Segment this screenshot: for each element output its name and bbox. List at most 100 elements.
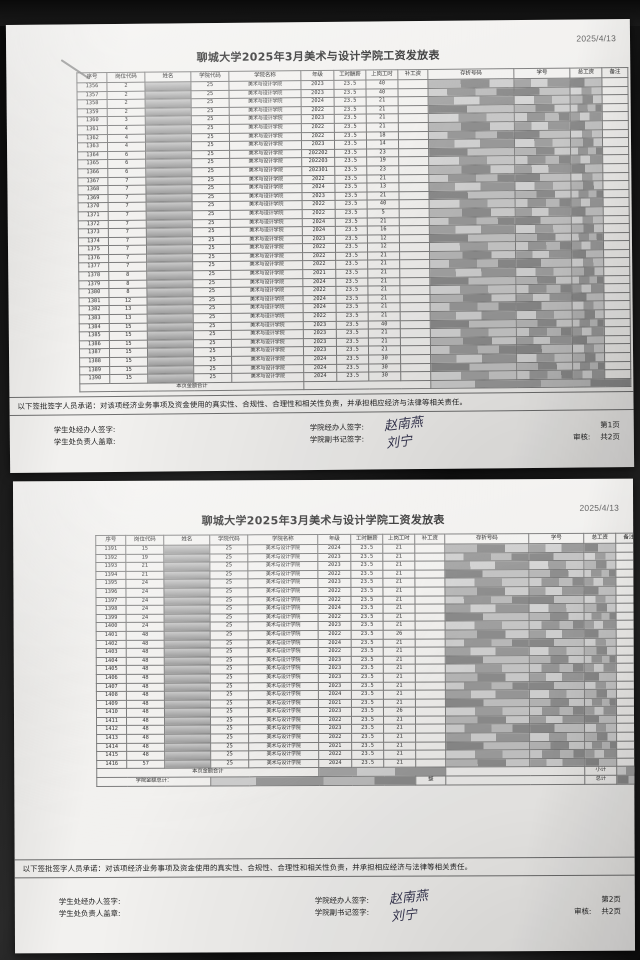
cell-student-id [528, 586, 584, 596]
redaction-block [529, 561, 584, 569]
college-total-label: 学院金额总计： [96, 777, 211, 787]
redaction-block [429, 173, 515, 183]
cell-hourly-rate: 23.5 [351, 681, 384, 691]
cell-serial: 1380 [78, 288, 109, 298]
redaction-block [147, 271, 193, 280]
cell-student-id [529, 715, 585, 725]
cell-grade: 2022 [318, 613, 352, 622]
cell-total-pay [570, 180, 603, 190]
redaction-block [445, 664, 529, 673]
college-deputy-secretary-label: 学院副书记签字: [309, 434, 365, 445]
redaction-block [529, 681, 584, 690]
redaction-block [164, 588, 210, 597]
redaction-block [571, 198, 603, 207]
cell-total-pay [571, 258, 604, 268]
redaction-block [146, 159, 192, 168]
cell-total-pay [570, 129, 603, 139]
cell-post-code: 7 [108, 211, 147, 221]
cell-serial: 1402 [96, 639, 127, 649]
cell-serial: 1385 [79, 331, 110, 341]
cell-grade: 2023 [300, 88, 335, 98]
redaction-block [529, 672, 584, 681]
cell-college-code: 25 [193, 339, 232, 349]
redaction-block [572, 284, 604, 293]
cell-college-name: 美术与设计学院 [248, 613, 319, 623]
redaction-block [529, 646, 584, 655]
redaction-block [529, 569, 584, 578]
cell-total-pay [570, 137, 603, 147]
cell-hourly-rate: 23.5 [334, 191, 368, 201]
col-remark-2: 备注 [615, 533, 636, 544]
cell-hourly-rate: 23.5 [334, 97, 367, 107]
cell-makeup-pay [400, 371, 431, 381]
cell-remark [602, 154, 629, 164]
cell-makeup-pay [399, 234, 430, 244]
cell-college-name: 美术与设计学院 [248, 742, 319, 752]
student-office-seal-label: 学生处负责人盖章: [53, 436, 116, 447]
cell-post-code: 24 [126, 613, 165, 623]
cell-name [163, 562, 210, 571]
cell-worked-hours: 18 [366, 131, 399, 141]
cell-serial: 1383 [79, 314, 110, 324]
cell-makeup-pay [415, 698, 446, 708]
cell-student-id [529, 646, 585, 656]
redaction-block [516, 293, 572, 302]
col-serial-2: 序号 [95, 535, 126, 546]
redaction-block [428, 87, 514, 97]
cell-grade: 2022 [302, 286, 336, 296]
cell-grade: 2023 [318, 656, 352, 665]
redaction-block [572, 275, 604, 284]
redaction-block [515, 207, 571, 216]
cell-serial: 1411 [96, 717, 127, 726]
redaction-block [164, 562, 210, 571]
redaction-block [516, 319, 572, 328]
cell-serial: 1377 [78, 262, 109, 272]
redaction-block [584, 543, 616, 552]
cell-grade: 2023 [303, 329, 337, 339]
cell-makeup-pay [397, 79, 428, 89]
cell-hourly-rate: 23.5 [334, 148, 367, 158]
col-post-code: 岗位代码 [106, 72, 145, 83]
redaction-block [571, 190, 603, 198]
redaction-block [571, 215, 603, 224]
cell-remark [616, 714, 636, 724]
redaction-block [584, 629, 616, 638]
redaction-block [146, 211, 192, 220]
payroll-table-page-2[interactable]: 序号 岗位代码 姓名 学院代码 学院名称 年级 工时酬薪 上岗工时 补工资 存折… [95, 533, 636, 787]
page-title: 聊城大学2025年3月美术与设计学院工资发放表 [196, 48, 440, 65]
cell-makeup-pay [398, 165, 429, 175]
redaction-block [515, 173, 571, 182]
cell-worked-hours: 21 [383, 612, 416, 622]
cell-grade: 2024 [302, 278, 336, 287]
payroll-table[interactable]: 序号 岗位代码 姓名 学院代码 学院名称 年级 工时酬薪 上岗工时 补工资 存折… [76, 67, 631, 393]
cell-college-name: 美术与设计学院 [248, 673, 319, 683]
cell-grade: 2024 [318, 638, 352, 648]
cell-grade: 2021 [302, 269, 336, 279]
cell-remark [603, 215, 630, 224]
cell-remark [604, 300, 631, 310]
redaction-block [445, 621, 529, 630]
redaction-block [584, 698, 616, 707]
redaction-block [430, 345, 517, 354]
cell-grade: 2024 [303, 355, 337, 365]
cell-name [164, 622, 211, 632]
redaction-block [584, 569, 616, 578]
cell-hourly-rate: 23.5 [351, 716, 384, 725]
cell-remark [615, 568, 636, 578]
redaction-block [430, 268, 516, 277]
cell-worked-hours: 21 [366, 191, 400, 201]
cell-remark [602, 172, 629, 181]
cell-post-code: 15 [109, 365, 148, 375]
cell-grade: 2022 [301, 123, 335, 133]
cell-post-code: 57 [126, 760, 165, 769]
cell-grade: 2024 [302, 295, 337, 305]
cell-total-pay [583, 577, 616, 587]
cell-total-pay [584, 629, 617, 638]
cell-remark [615, 577, 636, 587]
cell-college-code: 25 [192, 261, 231, 271]
cell-hourly-rate: 23.5 [335, 277, 368, 287]
redaction-block [145, 90, 191, 99]
cell-makeup-pay [398, 173, 429, 183]
cell-total-pay [571, 215, 604, 225]
cell-bankbook-number [445, 689, 530, 699]
